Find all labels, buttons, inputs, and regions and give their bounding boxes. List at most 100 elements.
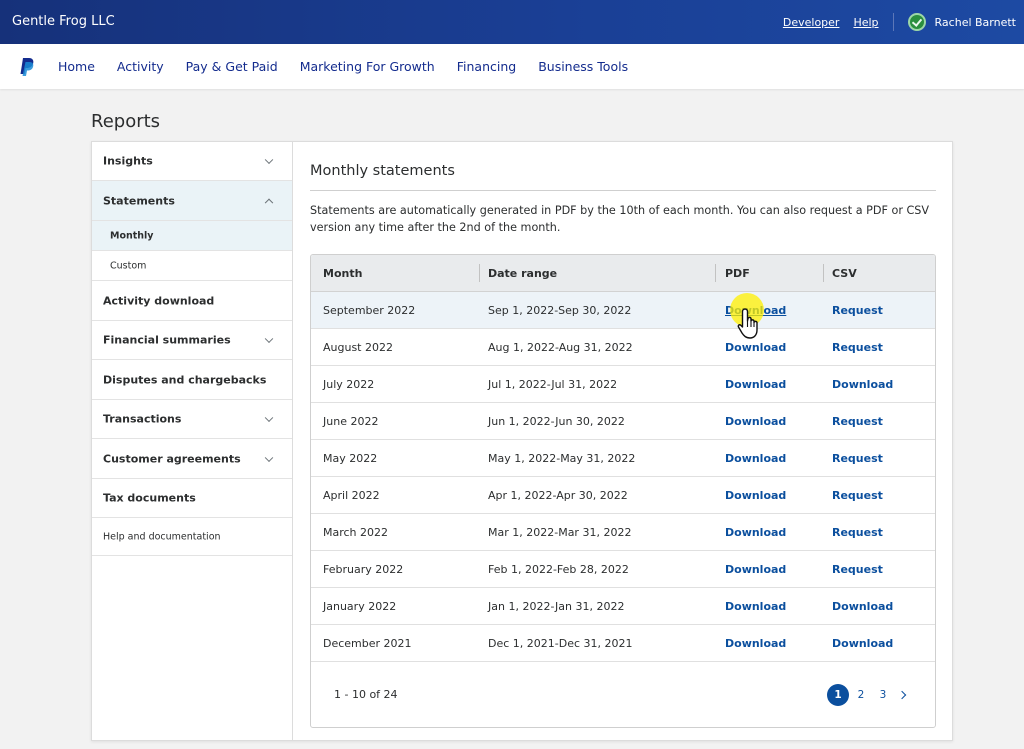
pdf-download-link[interactable]: Download [725,563,787,576]
table-row: June 2022 Jun 1, 2022-Jun 30, 2022 Downl… [311,403,935,440]
sidebar-item-label: Help and documentation [103,531,221,542]
section-title: Monthly statements [310,163,455,179]
pdf-download-link[interactable]: Download [725,304,787,317]
company-name: Gentle Frog LLC [12,14,115,29]
range-cell: Jul 1, 2022-Jul 31, 2022 [488,378,618,391]
user-name[interactable]: Rachel Barnett [934,15,1016,29]
sidebar-item-tax-documents[interactable]: Tax documents [92,479,292,518]
sidebar-item-statements[interactable]: Statements [92,181,292,221]
month-cell: September 2022 [323,304,416,317]
table-row: April 2022 Apr 1, 2022-Apr 30, 2022 Down… [311,477,935,514]
nav-activity[interactable]: Activity [116,59,164,74]
table-row: August 2022 Aug 1, 2022-Aug 31, 2022 Dow… [311,329,935,366]
table-row: September 2022 Sep 1, 2022-Sep 30, 2022 … [311,292,935,329]
month-cell: February 2022 [323,563,404,576]
month-cell: December 2021 [323,637,412,650]
sidebar-item-label: Disputes and chargebacks [103,373,267,386]
pdf-download-link[interactable]: Download [725,526,787,539]
month-cell: August 2022 [323,341,393,354]
top-bar: Gentle Frog LLC Developer Help Rachel Ba… [0,0,1024,44]
sidebar-item-monthly[interactable]: Monthly [92,221,292,251]
sidebar-item-insights[interactable]: Insights [92,142,292,181]
range-cell: Jun 1, 2022-Jun 30, 2022 [488,415,625,428]
pdf-download-link[interactable]: Download [725,378,787,391]
month-cell: April 2022 [323,489,380,502]
paypal-logo-icon[interactable] [19,57,35,77]
sidebar-item-label: Tax documents [103,491,196,505]
csv-action-link[interactable]: Request [832,452,883,465]
range-cell: May 1, 2022-May 31, 2022 [488,452,636,465]
csv-action-link[interactable]: Download [832,600,894,613]
help-link[interactable]: Help [853,15,879,29]
csv-action-link[interactable]: Request [832,304,883,317]
pdf-download-link[interactable]: Download [725,415,787,428]
reports-panel: Insights Statements Monthly Custom Activ… [91,141,953,741]
nav-home[interactable]: Home [58,59,95,74]
page-3-button[interactable]: 3 [879,689,887,701]
sidebar-item-label: Financial summaries [103,333,231,347]
month-cell: May 2022 [323,452,378,465]
sidebar-item-disputes[interactable]: Disputes and chargebacks [92,360,292,400]
csv-action-link[interactable]: Request [832,563,883,576]
range-cell: Sep 1, 2022-Sep 30, 2022 [488,304,632,317]
nav-pay-get-paid[interactable]: Pay & Get Paid [185,59,278,74]
pagination-range: 1 - 10 of 24 [334,688,398,701]
nav-marketing[interactable]: Marketing For Growth [299,59,435,74]
pdf-download-link[interactable]: Download [725,600,787,613]
sidebar-item-transactions[interactable]: Transactions [92,400,292,439]
page-1-button[interactable]: 1 [827,684,849,706]
table-row: January 2022 Jan 1, 2022-Jan 31, 2022 Do… [311,588,935,625]
top-links: Developer Help Rachel Barnett [783,0,1016,44]
chevron-down-icon [264,453,274,462]
range-cell: Mar 1, 2022-Mar 31, 2022 [488,526,632,539]
nav-business-tools[interactable]: Business Tools [538,59,629,74]
csv-action-link[interactable]: Request [832,341,883,354]
range-cell: Dec 1, 2021-Dec 31, 2021 [488,637,633,650]
month-cell: June 2022 [323,415,379,428]
range-cell: Feb 1, 2022-Feb 28, 2022 [488,563,629,576]
statements-table: Month Date range PDF CSV September 2022 … [310,254,936,728]
chevron-down-icon [264,155,274,165]
table-row: December 2021 Dec 1, 2021-Dec 31, 2021 D… [311,625,935,662]
chevron-right-icon[interactable] [897,690,907,700]
page-title: Reports [91,111,161,132]
csv-action-link[interactable]: Request [832,489,883,502]
pdf-download-link[interactable]: Download [725,637,787,650]
table-header: Month Date range PDF CSV [311,255,935,292]
month-cell: March 2022 [323,526,389,539]
sidebar-item-label: Custom [110,260,147,271]
sidebar-item-label: Transactions [103,412,182,426]
developer-link[interactable]: Developer [782,15,840,29]
month-cell: January 2022 [323,600,397,613]
csv-action-link[interactable]: Download [832,378,894,391]
avatar[interactable] [907,13,926,31]
pdf-download-link[interactable]: Download [725,489,787,502]
pdf-download-link[interactable]: Download [725,341,787,354]
header-month: Month [323,267,363,280]
top-divider [892,13,894,31]
sidebar-item-label: Statements [103,194,175,207]
sidebar-item-activity-download[interactable]: Activity download [92,281,292,321]
csv-action-link[interactable]: Request [832,526,883,539]
sidebar-item-label: Monthly [110,230,154,241]
csv-action-link[interactable]: Request [832,415,883,428]
sidebar-item-label: Insights [103,154,153,168]
sidebar: Insights Statements Monthly Custom Activ… [92,142,293,740]
csv-action-link[interactable]: Download [832,637,894,650]
sidebar-item-customer-agreements[interactable]: Customer agreements [92,439,292,479]
sidebar-item-label: Activity download [103,294,215,307]
header-csv: CSV [832,267,857,280]
header-divider [823,264,824,282]
page-2-button[interactable]: 2 [857,689,865,701]
header-pdf: PDF [725,267,750,280]
table-row: February 2022 Feb 1, 2022-Feb 28, 2022 D… [311,551,935,588]
table-row: May 2022 May 1, 2022-May 31, 2022 Downlo… [311,440,935,477]
sidebar-item-custom[interactable]: Custom [92,251,292,281]
pdf-download-link[interactable]: Download [725,452,787,465]
sidebar-item-financial-summaries[interactable]: Financial summaries [92,321,292,360]
section-description: Statements are automatically generated i… [310,204,930,234]
header-divider [715,264,716,282]
sidebar-item-help-docs[interactable]: Help and documentation [92,518,292,556]
divider [310,190,936,191]
nav-financing[interactable]: Financing [456,59,517,74]
